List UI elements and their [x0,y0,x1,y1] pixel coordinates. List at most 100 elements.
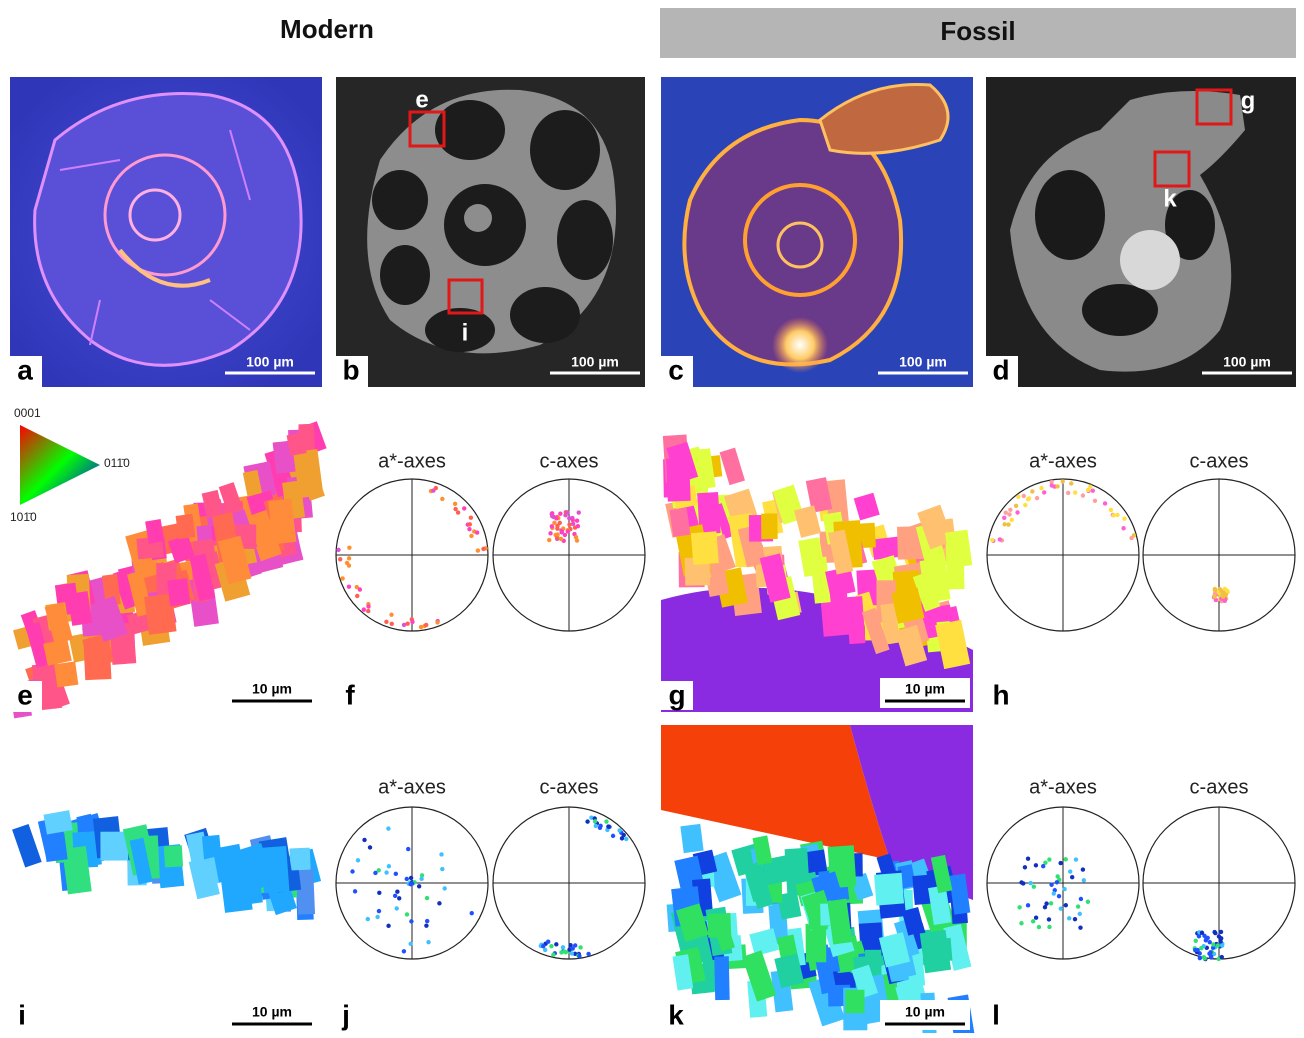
scale-bar-label: 100 µm [246,354,294,370]
pole-point [1197,934,1201,938]
pole-point [468,522,472,526]
scale-bar-label: 10 µm [905,1004,945,1020]
pole-point [577,510,581,514]
pole-point [409,876,413,880]
pole-point [990,538,994,542]
pole-point [593,819,597,823]
pole-point [1023,865,1027,869]
marker-label: k [1163,185,1177,212]
pole-point [406,847,410,851]
pole-point [467,527,471,531]
panel-label: e [17,679,33,710]
grain [714,956,729,1000]
panel-label: k [668,999,684,1030]
pole-point [1103,501,1107,505]
grain [691,531,719,565]
pole-point [1211,942,1215,946]
color-key-label: 011̄0 [104,456,130,470]
pole-point [1042,490,1046,494]
pole-title: a*-axes [378,776,446,798]
panel-e: 0001 011̄0 101̄0 [10,406,327,718]
pole-point [1052,891,1056,895]
grain [846,596,865,644]
pole-point [1032,884,1036,888]
pole-point [377,909,381,913]
panel-label: j [341,999,350,1030]
pole-point [1122,517,1126,521]
pole-point [543,948,547,952]
pole-point [1208,940,1212,944]
figure: Modern Fossil a 100 µm e i b 100 µm c 10… [0,0,1304,1033]
pole-point [547,538,551,542]
pole-point [541,944,545,948]
grain [289,848,310,871]
pole-point [585,819,589,823]
pole-point [560,529,564,533]
pole-point [402,623,406,627]
color-key-label: 0001 [14,406,41,420]
panel-a: a 100 µm [10,77,322,387]
pole-point [1030,489,1034,493]
pole-title: a*-axes [1029,450,1097,472]
grain [176,514,196,539]
pole-point [1220,955,1224,959]
pole-title: c-axes [1190,776,1249,798]
pole-point [998,537,1002,541]
pole-point [469,534,473,538]
pole-point [570,951,574,955]
grain [761,513,778,539]
pole-point [1064,903,1068,907]
pole-point [481,547,485,551]
pole-title: c-axes [540,776,599,798]
pole-point [358,587,362,591]
pole-point [577,954,581,958]
pole-point [1194,939,1198,943]
pole-point [425,919,429,923]
pole-point [1069,481,1073,485]
scale-bar-label: 10 µm [905,681,945,697]
grain [666,458,691,502]
grain [742,950,776,1001]
pole-point [395,906,399,910]
pole-point [1220,943,1224,947]
pole-point [1115,513,1119,517]
pole-point [356,858,360,862]
pole-point [1027,496,1031,500]
pole-point [1023,503,1027,507]
pole-point [1002,522,1006,526]
pole-point [368,845,372,849]
pole-point [366,917,370,921]
pole-point [437,901,441,905]
grain [100,832,128,861]
pole-point [546,939,550,943]
pole-point [604,819,608,823]
grain [268,498,296,544]
pole-point [1026,856,1030,860]
panel-label: h [992,679,1009,710]
pole-point [1049,901,1053,905]
grain [854,493,880,521]
scale-bar-label: 10 µm [252,1004,292,1020]
pole-point [1041,864,1045,868]
pole-point [1088,484,1092,488]
pole-point [402,949,406,953]
pole-point [1047,925,1051,929]
pole-point [574,535,578,539]
pole-point [1225,589,1229,593]
grain [680,824,703,853]
pole-point [1073,490,1077,494]
marker-label: g [1241,87,1256,114]
pole-point [340,576,344,580]
panel-label: d [992,354,1009,385]
pole-point [1016,495,1020,499]
pole-point [347,545,351,549]
pole-point [555,532,559,536]
pole-point [338,557,342,561]
pole-point [578,945,582,949]
pole-point [1219,930,1223,934]
pole-title: c-axes [540,450,599,472]
color-key-label: 101̄0 [10,510,37,524]
color-key [20,425,100,505]
pole-point [1199,946,1203,950]
pole-point [462,506,466,510]
